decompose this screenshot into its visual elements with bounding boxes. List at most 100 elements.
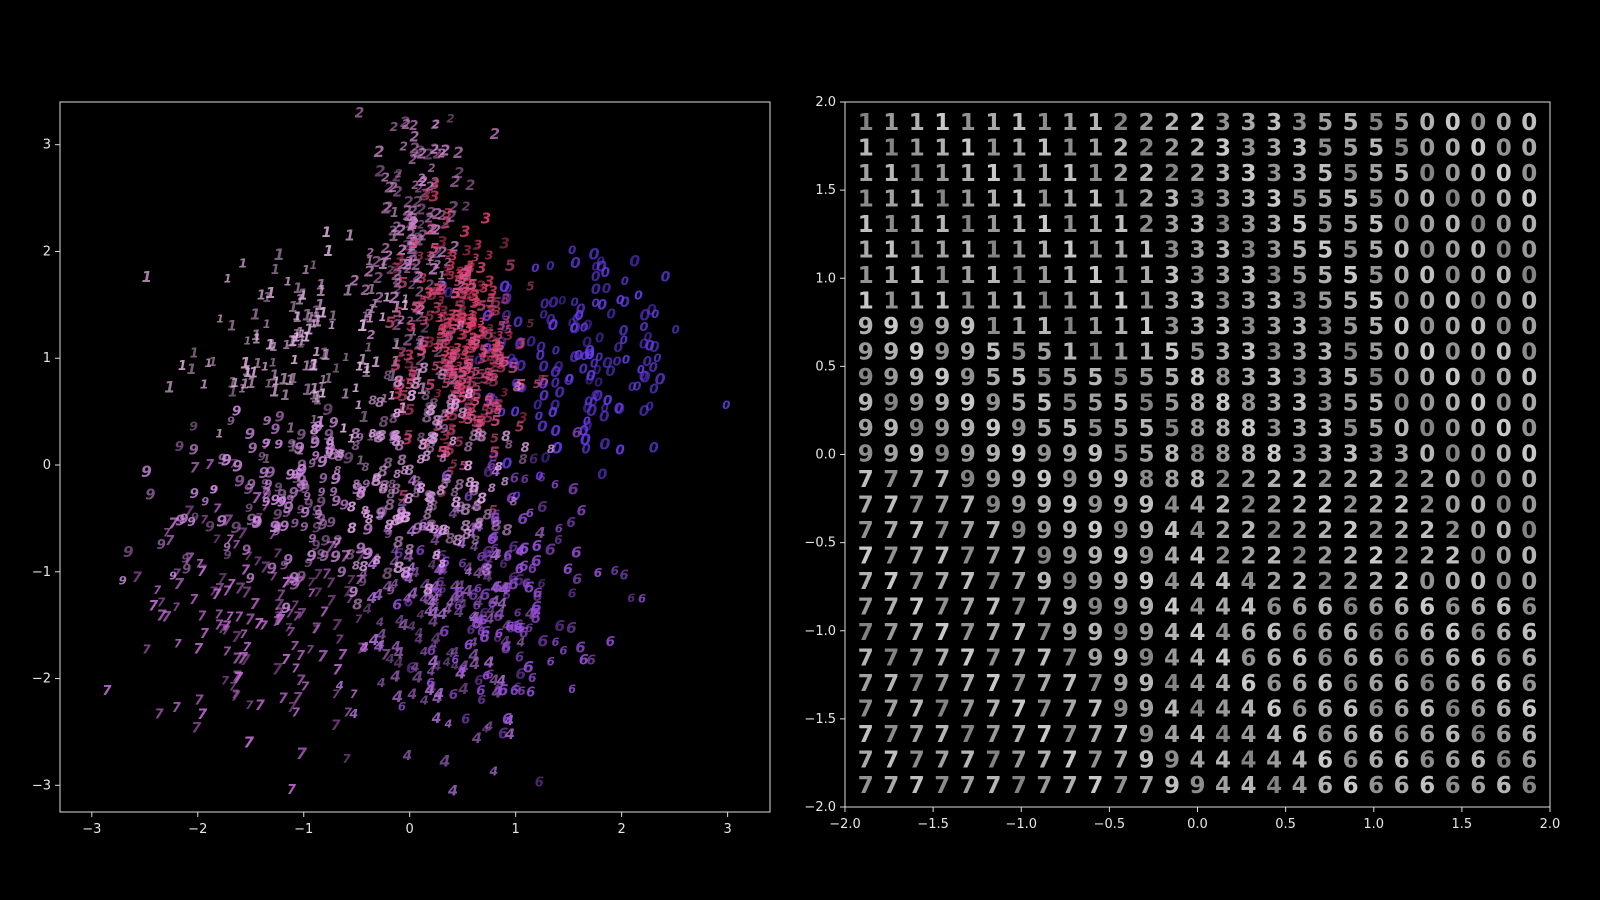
grid-digit-cell: 9 [1113, 671, 1129, 697]
scatter-point: 1 [293, 310, 303, 326]
scatter-point: 5 [527, 317, 535, 330]
scatter-point: 1 [269, 382, 280, 401]
scatter-point: 4 [375, 615, 384, 629]
scatter-point: 3 [429, 187, 440, 205]
scatter-point: 3 [393, 374, 403, 392]
scatter-point: 3 [486, 322, 494, 336]
grid-digit-cell: 3 [1317, 391, 1333, 417]
grid-digit-cell: 5 [1368, 365, 1384, 391]
scatter-point: 4 [471, 730, 482, 747]
scatter-point: 2 [428, 260, 439, 278]
scatter-point: 4 [471, 517, 482, 533]
scatter-point: 3 [438, 322, 448, 338]
scatter-point: 1 [368, 301, 377, 316]
scatter-point: 9 [280, 519, 290, 535]
scatter-point: 3 [468, 316, 479, 334]
scatter-point: 6 [398, 700, 406, 714]
scatter-point: 3 [425, 220, 436, 239]
scatter-point: 1 [224, 272, 232, 286]
grid-digit-cell: 9 [1138, 671, 1154, 697]
grid-digit-cell: 8 [1215, 365, 1231, 391]
scatter-point: 8 [440, 477, 450, 493]
scatter-point: 7 [223, 512, 234, 530]
grid-digit-cell: 7 [934, 671, 950, 697]
grid-digit-cell: 9 [1087, 595, 1103, 621]
scatter-point: 0 [506, 352, 516, 368]
grid-digit-cell: 1 [1087, 161, 1103, 187]
scatter-point: 2 [395, 167, 403, 180]
scatter-point: 8 [382, 564, 393, 583]
scatter-point: 0 [531, 261, 539, 275]
scatter-point: 0 [591, 387, 600, 402]
scatter-point: 4 [410, 660, 420, 675]
scatter-point: 0 [649, 382, 658, 398]
scatter-point: 5 [417, 341, 428, 359]
scatter-point: 3 [460, 223, 471, 241]
scatter-point: 4 [438, 564, 448, 579]
grid-digit-cell: 9 [909, 339, 925, 365]
scatter-point: 3 [457, 329, 466, 344]
grid-digit-cell: 9 [1062, 620, 1078, 646]
scatter-point: 2 [381, 255, 389, 269]
scatter-point: 7 [172, 566, 181, 581]
scatter-point: 5 [468, 410, 477, 425]
scatter-point: 0 [489, 394, 498, 409]
scatter-point: 0 [590, 396, 598, 409]
scatter-point: 5 [468, 335, 476, 349]
grid-digit-cell: 3 [1215, 339, 1231, 365]
scatter-point: 8 [449, 434, 457, 448]
scatter-point: 9 [262, 437, 271, 452]
scatter-point: 1 [297, 334, 306, 349]
scatter-point: 6 [441, 555, 450, 570]
grid-digit-cell: 9 [934, 339, 950, 365]
grid-digit-cell: 5 [1343, 314, 1359, 340]
grid-digit-cell: 7 [858, 697, 874, 723]
scatter-point: 1 [328, 319, 336, 332]
scatter-point: 3 [501, 292, 510, 307]
scatter-point: 1 [391, 335, 401, 353]
scatter-point: 7 [342, 752, 351, 766]
scatter-point: 2 [384, 201, 393, 216]
scatter-point: 4 [427, 557, 437, 572]
scatter-point: 7 [292, 706, 301, 720]
scatter-point: 2 [374, 162, 385, 181]
scatter-point: 9 [145, 487, 155, 504]
grid-digit-cell: 3 [1266, 237, 1282, 263]
scatter-point: 6 [572, 571, 582, 588]
grid-digit-cell: 4 [1215, 671, 1231, 697]
scatter-point: 6 [501, 640, 511, 657]
scatter-point: 9 [251, 513, 262, 532]
grid-digit-cell: 9 [934, 442, 950, 468]
scatter-point: 4 [499, 634, 510, 650]
scatter-point: 4 [402, 567, 412, 583]
scatter-point: 4 [348, 707, 358, 722]
scatter-point: 7 [274, 605, 285, 623]
scatter-point: 5 [444, 327, 455, 345]
scatter-point: 8 [417, 430, 425, 444]
y-tick-label: 1.0 [815, 271, 836, 286]
scatter-point: 6 [531, 606, 540, 622]
grid-digit-cell: 0 [1521, 544, 1537, 570]
scatter-point: 8 [425, 492, 433, 505]
scatter-point: 7 [214, 606, 223, 621]
grid-digit-cell: 3 [1215, 110, 1231, 136]
scatter-point: 5 [449, 365, 459, 383]
scatter-point: 7 [325, 537, 336, 556]
scatter-point: 7 [240, 651, 251, 669]
scatter-point: 2 [415, 311, 424, 325]
scatter-point: 7 [286, 607, 295, 621]
scatter-plot-frame [59, 101, 771, 813]
scatter-point: 8 [397, 453, 407, 469]
grid-digit-cell: 7 [985, 773, 1001, 799]
grid-digit-cell: 1 [1011, 212, 1027, 238]
scatter-point: 4 [474, 614, 484, 629]
scatter-point: 3 [453, 307, 463, 325]
scatter-point: 9 [232, 403, 242, 419]
scatter-point: 7 [296, 744, 308, 763]
scatter-point: 2 [374, 291, 384, 307]
scatter-point: 3 [485, 304, 496, 322]
scatter-point: 0 [607, 308, 616, 323]
grid-digit-cell: 0 [1521, 263, 1537, 289]
x-tick-label: −2 [188, 822, 207, 837]
grid-digit-cell: 2 [1164, 110, 1180, 136]
